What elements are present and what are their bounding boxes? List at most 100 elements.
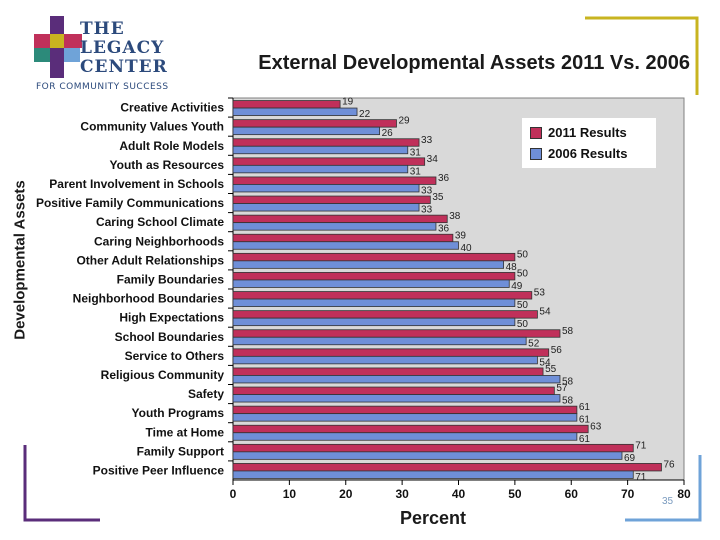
bar-2006	[232, 432, 578, 441]
x-tick-label: 80	[677, 487, 691, 501]
bar-2011	[232, 329, 561, 338]
legend-item-2011: 2011 Results	[530, 125, 627, 140]
category-label: Youth Programs	[132, 406, 225, 420]
data-label-2011: 58	[562, 326, 574, 337]
data-label-2011: 39	[455, 230, 467, 241]
category-label: Community Values Youth	[80, 120, 224, 134]
data-label-2006: 58	[562, 396, 574, 407]
data-label-2006: 50	[517, 300, 529, 311]
category-label: Parent Involvement in Schools	[49, 177, 224, 191]
data-label-2006: 22	[359, 109, 371, 120]
x-tick-label: 20	[339, 487, 353, 501]
bar-2011	[232, 463, 662, 472]
data-label-2011: 55	[545, 364, 557, 375]
logo-wordmark: THE LEGACY CENTER	[80, 20, 168, 77]
category-label: Caring Neighborhoods	[94, 234, 224, 248]
bar-2011	[232, 424, 589, 434]
x-tick-label: 30	[395, 487, 409, 501]
bar-2011	[232, 443, 634, 453]
bar-2011	[232, 310, 538, 319]
category-label: Other Adult Relationships	[76, 253, 224, 267]
data-label-2006: 33	[421, 205, 433, 216]
data-label-2011: 19	[342, 97, 354, 108]
bar-2011	[232, 291, 533, 300]
data-label-2006: 61	[579, 415, 591, 426]
data-label-2006: 26	[382, 128, 394, 139]
category-label: Religious Community	[101, 368, 225, 382]
bar-2011	[232, 138, 420, 147]
data-label-2006: 33	[421, 185, 433, 196]
bar-2011	[232, 386, 555, 395]
data-label-2006: 50	[517, 319, 529, 330]
x-tick-label: 40	[452, 487, 466, 501]
bar-2006	[232, 413, 578, 422]
data-label-2006: 54	[539, 357, 551, 368]
data-label-2006: 36	[438, 224, 450, 235]
logo-line-1: THE	[80, 19, 125, 39]
data-label-2011: 56	[551, 345, 563, 356]
x-axis-label: Percent	[400, 508, 467, 528]
data-label-2011: 36	[438, 173, 450, 184]
bar-2006	[232, 279, 510, 288]
data-label-2011: 54	[539, 307, 551, 318]
data-label-2006: 52	[528, 338, 540, 349]
category-label: School Boundaries	[115, 330, 225, 344]
legacy-center-logo	[30, 14, 190, 94]
data-label-2011: 50	[517, 249, 529, 260]
data-label-2011: 63	[590, 421, 602, 432]
data-label-2006: 49	[511, 281, 523, 292]
data-label-2006: 48	[506, 262, 518, 273]
bar-2006	[232, 241, 459, 250]
bar-2011	[232, 233, 454, 243]
data-label-2011: 53	[534, 288, 546, 299]
data-label-2006: 40	[461, 243, 473, 254]
bar-2006	[232, 107, 358, 116]
bar-2011	[232, 100, 341, 109]
data-label-2011: 35	[432, 192, 444, 203]
data-label-2006: 31	[410, 147, 422, 158]
bar-2006	[232, 184, 420, 193]
chart-legend: 2011 Results 2006 Results	[522, 118, 656, 168]
bar-2006	[232, 222, 437, 231]
purple-corner-bottom-left	[23, 445, 100, 522]
category-label: Caring School Climate	[96, 215, 224, 229]
bar-2006	[232, 164, 409, 174]
bar-2006	[232, 451, 623, 460]
category-label: Adult Role Models	[119, 139, 224, 153]
data-label-2011: 76	[663, 459, 675, 470]
category-label: Family Support	[137, 444, 224, 458]
blue-corner-bottom-right	[625, 455, 702, 522]
data-label-2011: 29	[398, 116, 410, 127]
category-label: Youth as Resources	[110, 158, 225, 172]
legend-label-2006: 2006 Results	[548, 146, 628, 161]
category-label: High Expectations	[119, 311, 224, 325]
data-label-2011: 38	[449, 211, 461, 222]
category-label: Time at Home	[146, 425, 225, 439]
bar-2011	[232, 367, 544, 376]
gold-corner-top-right	[585, 16, 699, 95]
bar-2011	[232, 405, 578, 415]
x-tick-label: 10	[283, 487, 297, 501]
x-tick-label: 50	[508, 487, 522, 501]
legend-swatch-2006	[530, 147, 542, 160]
bar-2006	[232, 355, 538, 365]
bar-2011	[232, 214, 448, 224]
bar-2006	[232, 298, 516, 307]
data-label-2006: 61	[579, 434, 591, 445]
logo-line-2: LEGACY	[80, 38, 165, 58]
logo-tagline: FOR COMMUNITY SUCCESS	[36, 82, 169, 92]
logo-cross-icon	[34, 16, 82, 78]
bar-2006	[232, 470, 634, 479]
logo-line-3: CENTER	[80, 57, 168, 77]
bar-2011	[232, 348, 550, 357]
bar-2011	[232, 119, 397, 128]
category-label: Family Boundaries	[117, 272, 225, 286]
chart-title: External Developmental Assets 2011 Vs. 2…	[258, 52, 690, 74]
data-label-2006: 58	[562, 376, 574, 387]
bar-2006	[232, 375, 561, 384]
bar-2006	[232, 317, 516, 327]
bar-2006	[232, 260, 505, 269]
data-label-2011: 33	[421, 135, 433, 146]
bar-2011	[232, 176, 437, 185]
